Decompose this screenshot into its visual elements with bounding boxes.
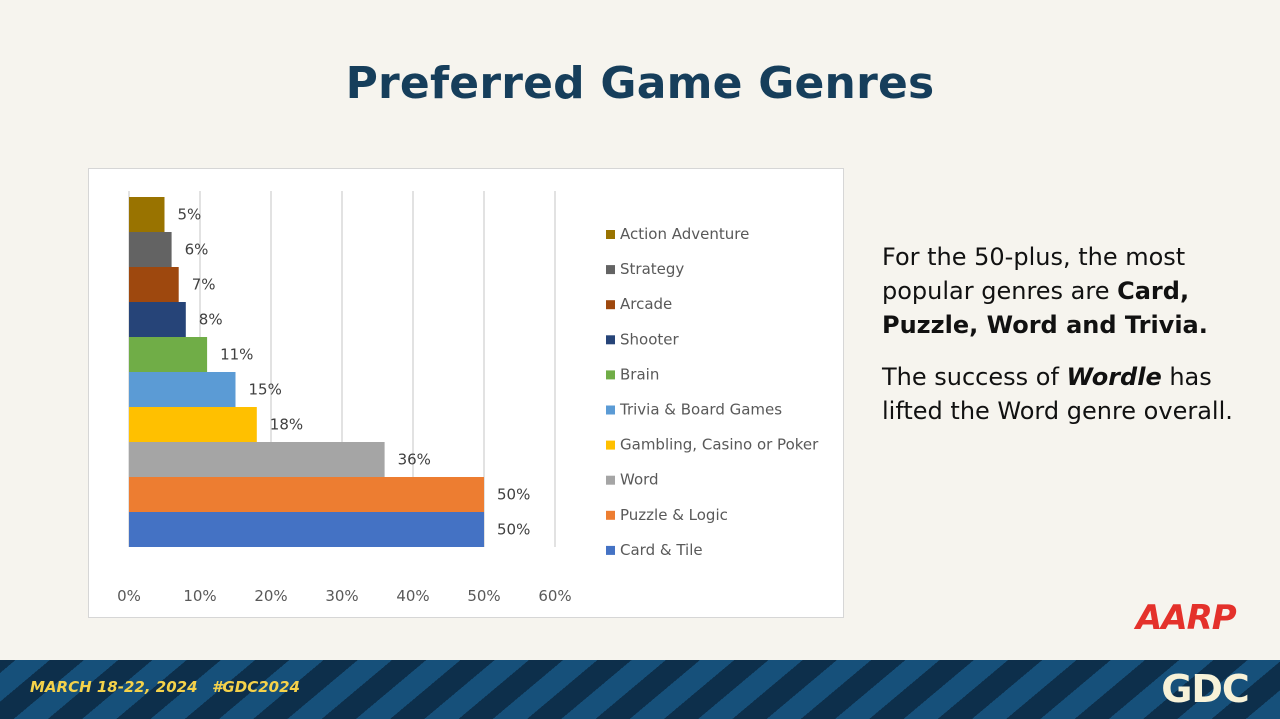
data-label: 5% [178,206,202,224]
legend-label: Arcade [620,295,672,313]
data-label: 11% [220,346,253,364]
aarp-logo: AARP [1136,598,1237,638]
legend-label: Card & Tile [620,541,703,559]
summary-p2-text: The success of [882,363,1067,391]
legend-label: Action Adventure [620,225,749,243]
data-label: 7% [192,276,216,294]
footer-bar [0,660,1280,719]
summary-p1-bold: Card, Puzzle, Word and Trivia. [882,277,1208,339]
data-label: 15% [249,381,282,399]
legend-label: Word [620,471,659,489]
legend-swatch [606,545,615,555]
legend-swatch [606,440,615,450]
legend-label: Shooter [620,330,679,348]
x-tick-label: 50% [467,587,500,605]
gdc-logo: GDC [1161,667,1250,711]
legend-label: Gambling, Casino or Poker [620,436,819,454]
bar-10 [129,197,165,232]
x-tick-label: 30% [325,587,358,605]
x-tick-label: 20% [254,587,287,605]
summary-paragraph-1: For the 50-plus, the most popular genres… [882,240,1242,342]
legend-swatch [606,370,615,380]
data-label: 18% [270,416,303,434]
legend-swatch [606,335,615,345]
legend-swatch [606,265,615,275]
x-tick-label: 10% [183,587,216,605]
legend-swatch [606,230,615,239]
data-label: 8% [199,311,223,329]
legend-swatch [606,510,615,520]
data-label: 36% [398,451,431,469]
x-tick-label: 0% [117,587,141,605]
slide-title: Preferred Game Genres [345,58,935,109]
legend-label: Trivia & Board Games [619,401,782,419]
legend-swatch [606,405,615,415]
bar-chart: 0% 10% 20% 30% 40% 50% 60% 50% 50% 36% 18% 15% 11% 8%… [88,168,844,618]
event-hashtag: #GDC2024 [212,678,300,696]
summary-p2-post: has lifted the Word genre overall. [882,363,1233,425]
summary-p1-text: For the 50-plus, the most popular genres… [882,243,1186,305]
bar-5 [129,372,236,407]
data-label: 50% [497,521,530,539]
summary-paragraph-2: The success of Wordle has lifted the Wor… [882,360,1242,428]
bar-2 [129,477,484,512]
summary-text: For the 50-plus, the most popular genres… [882,240,1242,446]
event-dates: MARCH 18-22, 2024 [30,678,198,696]
x-tick-label: 60% [538,587,571,605]
legend-label: Puzzle & Logic [620,506,728,524]
data-label: 6% [185,241,209,259]
bar-4 [129,407,257,442]
legend-label: Brain [620,365,659,383]
summary-p2-italic: Wordle [1066,363,1162,391]
chart-svg: 0% 10% 20% 30% 40% 50% 60% 50% 50% 36% 18% 15% 11% 8%… [117,191,819,605]
bar-1 [129,512,484,547]
bar-3 [129,442,385,477]
legend-label: Strategy [620,260,684,278]
legend-swatch [606,300,615,310]
legend-swatch [606,475,615,485]
bar-8 [129,267,179,302]
data-label: 50% [497,486,530,504]
bar-9 [129,232,172,267]
x-tick-label: 40% [396,587,429,605]
bar-6 [129,337,208,372]
bar-7 [129,302,186,337]
